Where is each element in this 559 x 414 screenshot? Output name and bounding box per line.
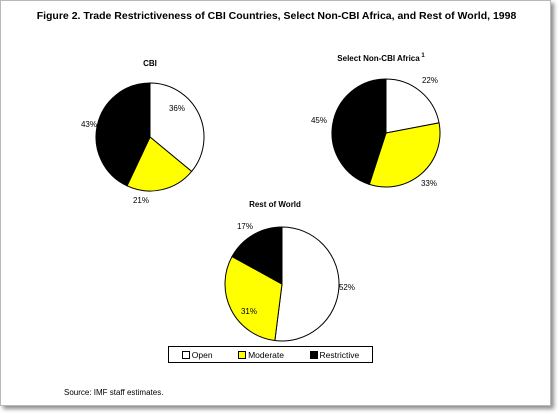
legend-item-restrictive: Restrictive <box>309 349 360 360</box>
pie-title-select-non-cbi-africa: Select Non-CBI Africa 1 <box>337 53 425 63</box>
pct-label-cbi-open: 36% <box>169 104 185 113</box>
figure-frame: Figure 2. Trade Restrictiveness of CBI C… <box>0 0 551 406</box>
legend-swatch-restrictive <box>309 350 318 359</box>
legend: Open Moderate Restrictive <box>168 346 373 363</box>
legend-label-restrictive: Restrictive <box>319 349 360 360</box>
pie-title-cbi: CBI <box>143 59 157 68</box>
slice-rest-of-world-open <box>274 226 340 342</box>
pie-charts-canvas: CBI 36% 21% 43% Select Non-CBI Africa 1 22% 33… <box>81 53 441 342</box>
pct-label-select-non-cbi-africa-open: 22% <box>422 76 438 85</box>
pct-label-cbi-restrictive: 43% <box>81 120 97 129</box>
legend-label-open: Open <box>191 349 213 360</box>
figure-title: Figure 2. Trade Restrictiveness of CBI C… <box>36 10 517 22</box>
pie-rest-of-world: Rest of World 52% 31% 17% <box>224 200 355 342</box>
source-note: Source: IMF staff estimates. <box>64 388 164 397</box>
slice-select-non-cbi-africa-open <box>385 78 440 134</box>
pie-title-footnote-mark: 1 <box>420 53 426 59</box>
slice-cbi-moderate <box>126 136 193 192</box>
slice-cbi-open <box>149 82 205 173</box>
pie-title-rest-of-world: Rest of World <box>249 200 301 209</box>
legend-item-open: Open <box>181 349 213 360</box>
legend-swatch-moderate <box>238 350 247 359</box>
pct-label-rest-of-world-restrictive: 17% <box>237 222 253 231</box>
legend-item-moderate: Moderate <box>238 350 284 360</box>
pct-label-rest-of-world-open: 52% <box>339 283 355 292</box>
pct-label-cbi-moderate: 21% <box>133 196 149 205</box>
pie-cbi: CBI 36% 21% 43% <box>81 59 205 205</box>
slice-cbi-restrictive <box>95 82 151 187</box>
pct-label-rest-of-world-moderate: 31% <box>241 307 257 316</box>
slice-rest-of-world-restrictive <box>231 226 283 285</box>
legend-swatch-open <box>181 350 190 359</box>
pct-label-select-non-cbi-africa-moderate: 33% <box>421 179 437 188</box>
slice-select-non-cbi-africa-moderate <box>368 122 441 188</box>
pie-select-non-cbi-africa: Select Non-CBI Africa 1 22% 33% 45% <box>311 53 441 188</box>
slice-rest-of-world-moderate <box>224 255 283 342</box>
slice-select-non-cbi-africa-restrictive <box>331 78 387 185</box>
legend-label-moderate: Moderate <box>248 349 285 360</box>
pct-label-select-non-cbi-africa-restrictive: 45% <box>311 116 327 125</box>
